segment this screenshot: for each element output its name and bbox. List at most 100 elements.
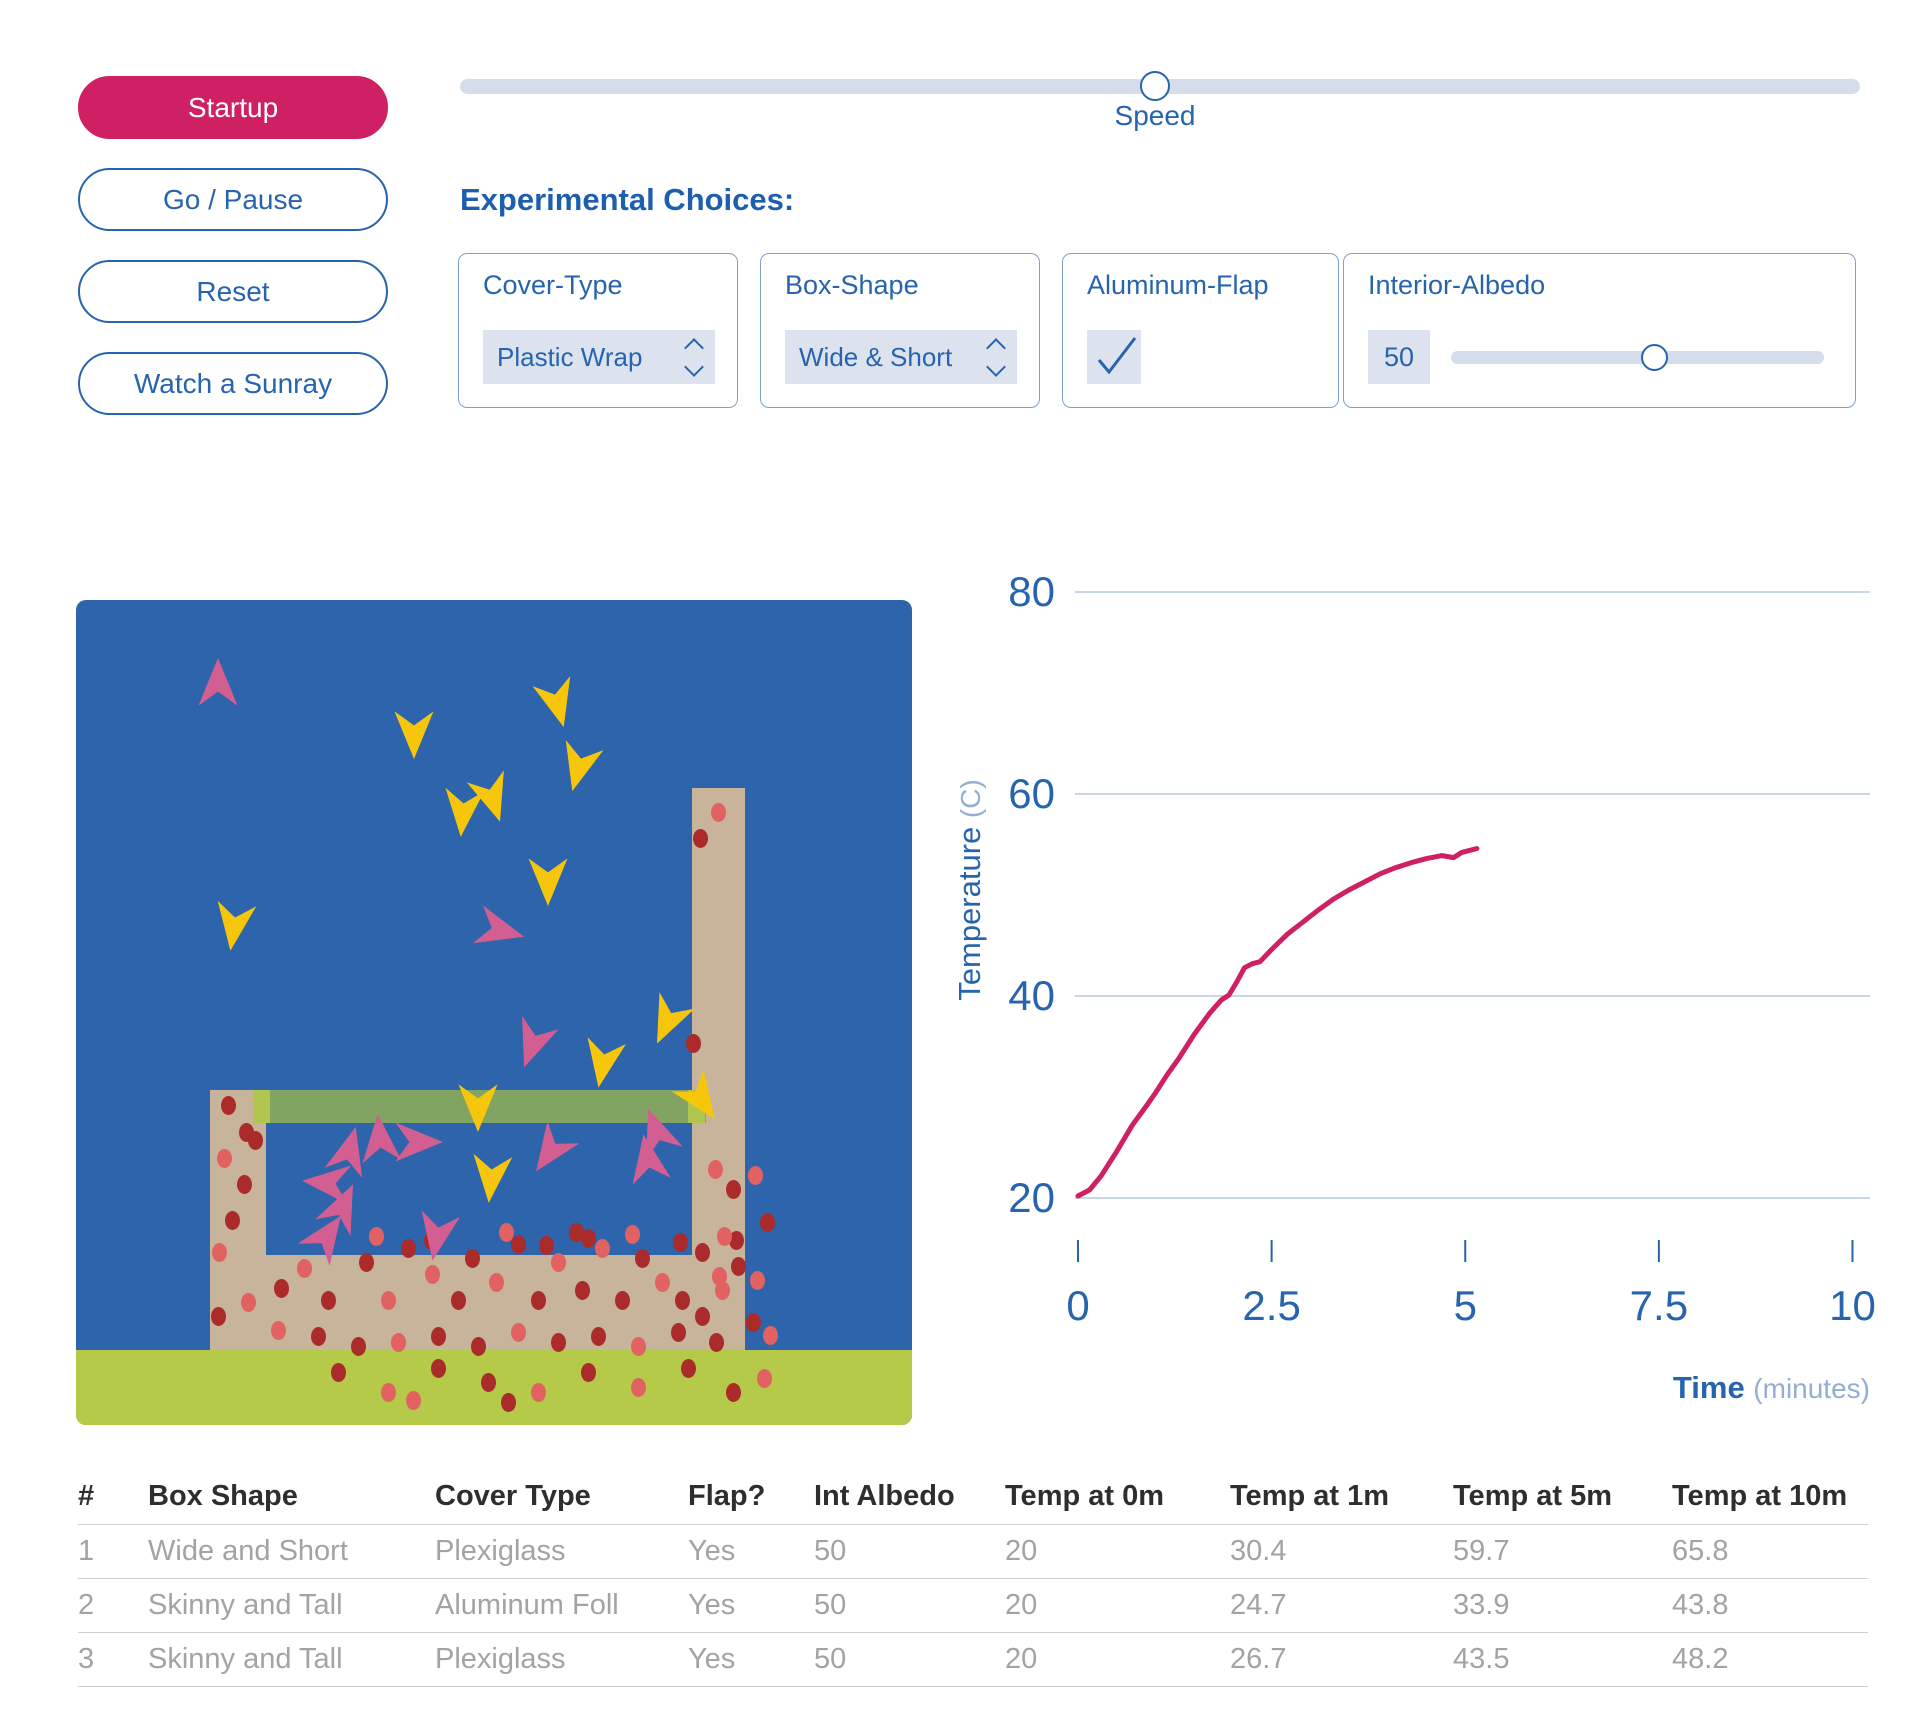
heat-dot bbox=[391, 1333, 406, 1352]
sun-ray-arrow-icon bbox=[458, 1080, 498, 1132]
heat-dot bbox=[671, 1323, 686, 1342]
table-cell: 48.2 bbox=[1672, 1632, 1868, 1687]
heat-dot bbox=[211, 1307, 226, 1326]
heat-dot bbox=[381, 1291, 396, 1310]
table-cell: Yes bbox=[688, 1632, 814, 1687]
heat-dot bbox=[675, 1291, 690, 1310]
ir-ray-arrow-icon bbox=[520, 1117, 583, 1183]
table-cell: Skinny and Tall bbox=[148, 1578, 435, 1632]
heat-dot bbox=[465, 1249, 480, 1268]
heat-dot bbox=[695, 1307, 710, 1326]
sun-ray-arrow-icon bbox=[469, 1149, 513, 1204]
table-header-cell: Temp at 5m bbox=[1453, 1480, 1613, 1512]
heat-dot bbox=[615, 1291, 630, 1310]
sun-ray-arrow-icon bbox=[211, 896, 258, 953]
heat-dot bbox=[212, 1243, 227, 1262]
speed-slider-thumb[interactable] bbox=[1140, 71, 1170, 101]
heat-dot bbox=[581, 1229, 596, 1248]
heat-dot bbox=[595, 1239, 610, 1258]
heat-dot bbox=[726, 1180, 741, 1199]
sun-ray-arrow-icon bbox=[669, 1065, 732, 1131]
heat-dot bbox=[591, 1327, 606, 1346]
table-cell: 30.4 bbox=[1230, 1524, 1453, 1578]
interior-albedo-slider-track[interactable] bbox=[1451, 351, 1824, 364]
heat-dot bbox=[746, 1313, 761, 1332]
heat-dot bbox=[381, 1383, 396, 1402]
table-header-cell: Cover Type bbox=[435, 1480, 591, 1512]
heat-dot bbox=[431, 1327, 446, 1346]
temperature-curve bbox=[1075, 846, 1480, 1199]
heat-dot bbox=[489, 1273, 504, 1292]
ir-ray-arrow-icon bbox=[313, 1176, 371, 1240]
table-header-cell: Temp at 0m bbox=[1005, 1480, 1165, 1512]
heat-dot bbox=[731, 1257, 746, 1276]
heat-dot bbox=[406, 1391, 421, 1410]
sun-ray-arrow-icon bbox=[394, 707, 434, 759]
y-tick-label: 20 bbox=[1008, 1174, 1055, 1221]
experiment-runs-table: # Box Shape Cover Type Flap? Int Albedo Temp … bbox=[78, 1480, 1868, 1687]
startup-button[interactable]: Startup bbox=[78, 76, 388, 139]
x-tick-label: 5 bbox=[1454, 1282, 1477, 1329]
sun-ray-arrow-icon bbox=[531, 672, 583, 733]
heat-dot bbox=[729, 1231, 744, 1250]
table-cell: Yes bbox=[688, 1578, 814, 1632]
cover-left-cap bbox=[253, 1090, 270, 1123]
heat-dot bbox=[757, 1369, 772, 1388]
interior-albedo-slider-thumb[interactable] bbox=[1641, 344, 1668, 371]
table-cell: 20 bbox=[1005, 1578, 1230, 1632]
table-cell: Yes bbox=[688, 1524, 814, 1578]
heat-dot bbox=[531, 1291, 546, 1310]
table-cell: 50 bbox=[814, 1632, 1005, 1687]
ir-ray-arrow-icon bbox=[505, 1012, 560, 1075]
heat-dot bbox=[311, 1327, 326, 1346]
table-cell: 50 bbox=[814, 1524, 1005, 1578]
heat-dot bbox=[499, 1223, 514, 1242]
heat-dot bbox=[631, 1337, 646, 1356]
heat-dot bbox=[539, 1236, 554, 1255]
heat-dot bbox=[575, 1281, 590, 1300]
cover-type-select[interactable]: Plastic Wrap bbox=[483, 330, 715, 384]
x-tick-label: 2.5 bbox=[1242, 1282, 1300, 1329]
reset-button[interactable]: Reset bbox=[78, 260, 388, 323]
x-axis-title: Time (minutes) bbox=[1673, 1370, 1870, 1405]
aluminum-flap-checkbox[interactable] bbox=[1087, 330, 1141, 384]
ir-ray-arrow-icon bbox=[391, 1122, 443, 1162]
table-cell: 3 bbox=[78, 1632, 148, 1687]
heat-dot bbox=[241, 1293, 256, 1312]
table-cell: Skinny and Tall bbox=[148, 1632, 435, 1687]
box-shape-select[interactable]: Wide & Short bbox=[785, 330, 1017, 384]
heat-dot bbox=[708, 1160, 723, 1179]
table-cell: Plexiglass bbox=[435, 1524, 688, 1578]
heat-dot bbox=[760, 1213, 775, 1232]
table-cell: Plexiglass bbox=[435, 1632, 688, 1687]
experimental-choices-title: Experimental Choices: bbox=[460, 182, 795, 217]
go-pause-button[interactable]: Go / Pause bbox=[78, 168, 388, 231]
table-cell: 65.8 bbox=[1672, 1524, 1868, 1578]
sun-ray-arrow-icon bbox=[553, 736, 605, 797]
heat-dot bbox=[748, 1166, 763, 1185]
ir-ray-arrow-icon bbox=[413, 1206, 461, 1264]
ir-ray-arrow-icon bbox=[469, 904, 530, 956]
interior-albedo-card: Interior-Albedo 50 bbox=[1343, 253, 1856, 408]
ir-ray-arrow-icon bbox=[629, 1102, 684, 1165]
ir-ray-arrow-icon bbox=[323, 1122, 375, 1183]
cover-type-value: Plastic Wrap bbox=[497, 341, 643, 372]
table-cell: 59.7 bbox=[1453, 1524, 1672, 1578]
heat-dot bbox=[511, 1235, 526, 1254]
y-tick-label: 40 bbox=[1008, 972, 1055, 1019]
table-cell: 20 bbox=[1005, 1632, 1230, 1687]
heat-dot bbox=[673, 1233, 688, 1252]
heat-dot bbox=[274, 1279, 289, 1298]
solar-oven-simulation-canvas bbox=[76, 600, 912, 1425]
heat-dot bbox=[237, 1175, 252, 1194]
ir-ray-arrow-icon bbox=[295, 1204, 358, 1270]
watch-sunray-button[interactable]: Watch a Sunray bbox=[78, 352, 388, 415]
select-chevrons-icon bbox=[684, 337, 704, 377]
heat-dot bbox=[625, 1225, 640, 1244]
heat-dot bbox=[551, 1253, 566, 1272]
table-cell: 24.7 bbox=[1230, 1578, 1453, 1632]
table-cell: 43.5 bbox=[1453, 1632, 1672, 1687]
table-header-cell: Flap? bbox=[688, 1480, 766, 1512]
checkmark-icon bbox=[1097, 337, 1137, 375]
heat-dot bbox=[431, 1359, 446, 1378]
